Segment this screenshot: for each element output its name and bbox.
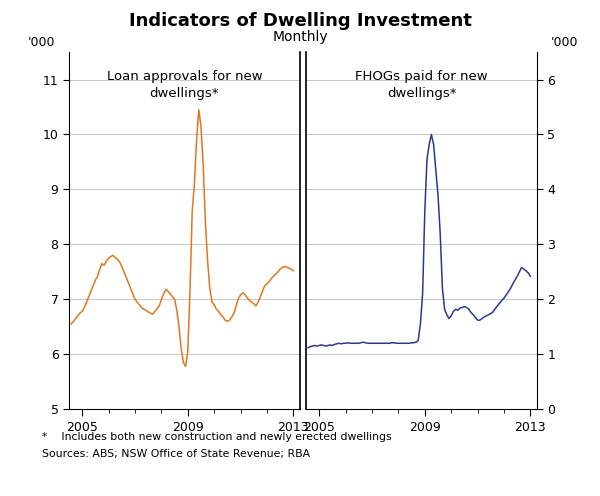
Text: Sources: ABS; NSW Office of State Revenue; RBA: Sources: ABS; NSW Office of State Revenu… [42,449,310,459]
Text: '000: '000 [551,36,578,49]
Text: Indicators of Dwelling Investment: Indicators of Dwelling Investment [128,12,472,30]
Text: Loan approvals for new
dwellings*: Loan approvals for new dwellings* [107,70,262,100]
Text: Monthly: Monthly [272,30,328,44]
Text: '000: '000 [28,36,55,49]
Text: *    Includes both new construction and newly erected dwellings: * Includes both new construction and new… [42,432,392,441]
Text: FHOGs paid for new
dwellings*: FHOGs paid for new dwellings* [355,70,488,100]
